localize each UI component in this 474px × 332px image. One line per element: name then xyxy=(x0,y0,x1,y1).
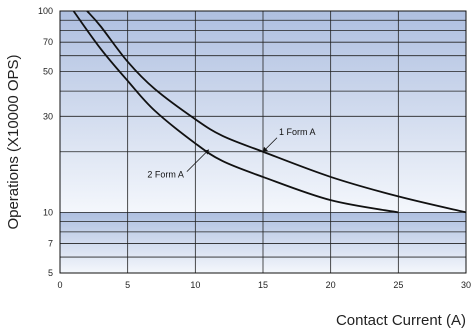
x-tick-label: 25 xyxy=(393,280,403,290)
y-tick-label: 5 xyxy=(48,268,53,278)
series-line-2 xyxy=(72,10,399,214)
y-tick-label: 50 xyxy=(43,67,53,77)
plot-frame xyxy=(59,10,467,274)
series-line-1 xyxy=(86,10,467,214)
y-axis-title: Operations (X10000 OPS) xyxy=(5,54,22,229)
x-axis-title: Contact Current (A) xyxy=(336,312,466,329)
series-lines xyxy=(72,10,467,214)
annotation-label-1: 1 Form A xyxy=(279,127,316,137)
y-tick-label: 10 xyxy=(43,207,53,217)
annotation-arrow-1 xyxy=(263,146,268,152)
annotation-arrow-2 xyxy=(203,149,209,155)
y-tick-label: 7 xyxy=(48,239,53,249)
x-tick-label: 30 xyxy=(461,280,471,290)
x-tick-label: 10 xyxy=(190,280,200,290)
x-tick-label: 0 xyxy=(57,280,62,290)
x-tick-label: 20 xyxy=(326,280,336,290)
annotations: 1 Form A 2 Form A xyxy=(147,127,315,180)
y-tick-label: 30 xyxy=(43,111,53,121)
annotation-leader-2 xyxy=(186,149,210,172)
x-tick-label: 15 xyxy=(258,280,268,290)
y-tick-label: 70 xyxy=(43,37,53,47)
annotation-label-2: 2 Form A xyxy=(147,170,184,180)
y-tick-label: 100 xyxy=(38,6,53,16)
x-tick-label: 5 xyxy=(125,280,130,290)
grid-lines xyxy=(59,10,467,274)
